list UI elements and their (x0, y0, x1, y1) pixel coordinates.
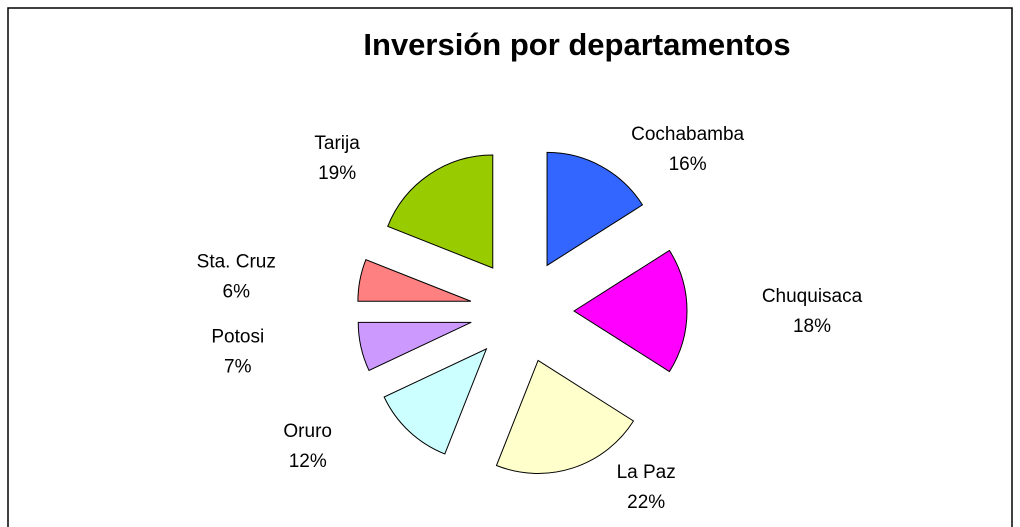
pie-slice (387, 154, 494, 269)
pie-slice (357, 259, 472, 302)
slice-value-label: 22% (627, 492, 665, 513)
slice-value-label: 6% (223, 281, 251, 302)
slice-label: Oruro (283, 421, 332, 442)
pie-slice (357, 321, 472, 372)
slice-value-label: 16% (669, 154, 707, 175)
pie-slice (573, 249, 688, 373)
slice-label: Chuquisaca (762, 286, 863, 307)
slice-value-label: 12% (289, 451, 327, 472)
pie-slice (546, 151, 644, 267)
slice-value-label: 19% (318, 163, 356, 184)
slice-label: Cochabamba (631, 124, 744, 145)
pie-slice (383, 347, 488, 455)
slice-value-label: 7% (224, 356, 252, 377)
chart-title: Inversión por departamentos (363, 27, 790, 62)
slice-label: Potosi (211, 326, 264, 347)
slice-value-label: 18% (793, 316, 831, 337)
slice-label: Tarija (314, 133, 360, 154)
slice-label: La Paz (617, 462, 676, 483)
slice-label: Sta. Cruz (197, 251, 276, 272)
pie-slice (495, 359, 635, 474)
